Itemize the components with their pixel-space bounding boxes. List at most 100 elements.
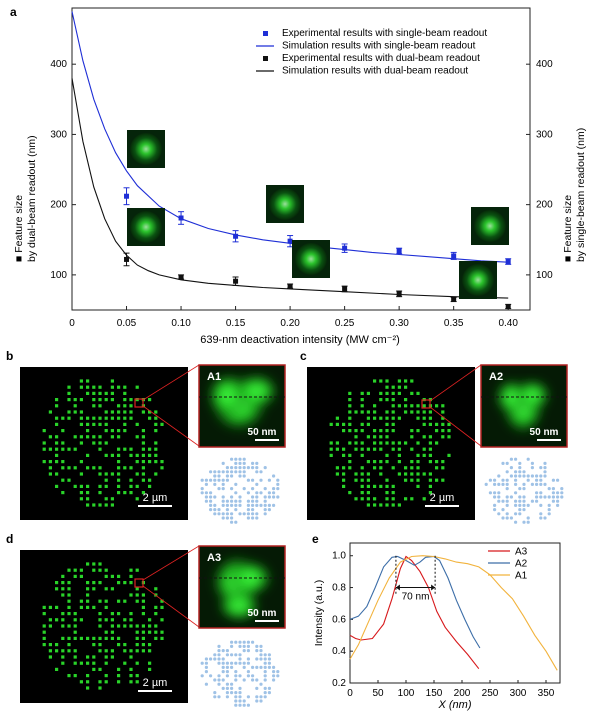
dot [117,599,121,603]
panel-e-axes: 0 50 100 150 200 250 300 350 0.2 0.4 0.6 0.8 1.0 [332,551,555,699]
pattern-dot [518,466,522,470]
dot [366,416,370,420]
pattern-dot [246,695,250,699]
pattern-dot [225,503,229,507]
dot [385,416,389,420]
pattern-dot [251,487,255,491]
dot [92,466,96,470]
dot [117,404,121,408]
dot [98,562,102,566]
dot [92,503,96,507]
pattern-dot [543,495,547,499]
pattern-dot [238,503,242,507]
pattern-dot [263,657,267,661]
dot [55,404,59,408]
pattern-dot [213,508,217,512]
dot [98,568,102,572]
inset-border [480,364,568,448]
dot [373,379,377,383]
data-point [233,233,239,239]
dot [373,429,377,433]
pattern-dot [242,665,246,670]
x-tick-label: 0.25 [335,318,355,329]
dot [55,484,59,488]
pattern-dot [514,482,518,486]
dot [104,422,108,426]
inset-label: A3 [207,552,221,564]
panel-a-series [71,11,512,310]
dot [55,618,59,622]
dot [366,472,370,476]
pattern-dot [234,461,238,465]
dot [123,581,127,585]
dot [141,410,145,414]
dot [416,391,420,395]
pattern-dot [246,508,250,512]
dot [342,447,346,451]
dot [335,441,339,445]
pattern-dot [514,503,518,507]
dot [135,422,139,426]
pattern-dot [234,470,238,474]
pattern-dot [213,691,217,695]
dot [92,404,96,408]
dot [129,416,133,420]
dot [360,484,364,488]
pattern-dot [230,516,234,520]
dot [391,466,395,470]
dot [98,680,102,684]
dot [379,398,383,402]
dot [117,416,121,420]
dot [397,379,401,383]
pattern-dot [535,499,539,503]
dot [366,422,370,426]
pattern-dot [539,482,543,486]
dot [348,416,352,420]
pattern-dot [234,670,238,674]
panel-b-roi-box [134,398,144,408]
dot [42,612,46,616]
dot [135,587,139,591]
dot [391,497,395,501]
dot [379,460,383,464]
pattern-dot [560,495,564,499]
pattern-dot [230,499,234,503]
inset-signal [495,379,551,435]
dot [391,398,395,402]
pattern-dot [259,470,263,474]
dot [435,478,439,482]
pattern-dot [221,665,225,670]
dot [373,460,377,464]
dot [42,643,46,647]
dot [335,422,339,426]
dot [385,398,389,402]
dot [354,429,358,433]
dot [342,484,346,488]
dot [55,398,59,402]
pattern-dot [259,503,263,507]
dot [110,398,114,402]
pattern-dot [238,691,242,695]
pattern-dot [556,491,560,495]
dot [141,599,145,603]
dot [373,447,377,451]
pattern-dot [204,657,208,661]
pattern-dot [547,512,551,516]
pattern-dot [272,674,276,678]
y-tick-label-right: 400 [536,59,553,70]
dot [447,453,451,457]
dot [61,661,65,665]
dot [154,429,158,433]
dot [117,674,121,678]
pattern-dot [514,470,518,474]
dot [391,422,395,426]
dot [154,587,158,591]
panel-b: 2 µm A1 50 nm [20,364,286,524]
psf-thumbnail-spot [130,133,162,165]
dot [360,410,364,414]
panel-a-ylabel-left-1: ■ Feature size [13,195,25,262]
dot [73,630,77,634]
dot [360,466,364,470]
pattern-dot [217,649,221,653]
pattern-dot [263,661,267,665]
